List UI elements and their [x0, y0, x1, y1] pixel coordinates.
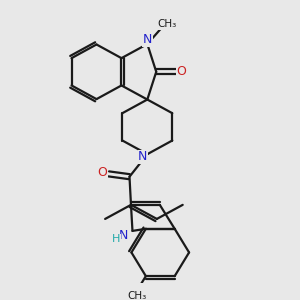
Text: CH₃: CH₃ — [157, 19, 176, 29]
Text: N: N — [119, 229, 128, 242]
Text: CH₃: CH₃ — [128, 291, 147, 300]
Text: H: H — [112, 234, 120, 244]
Text: N: N — [138, 151, 148, 164]
Text: N: N — [142, 33, 152, 46]
Text: O: O — [177, 65, 186, 78]
Text: O: O — [97, 166, 107, 179]
